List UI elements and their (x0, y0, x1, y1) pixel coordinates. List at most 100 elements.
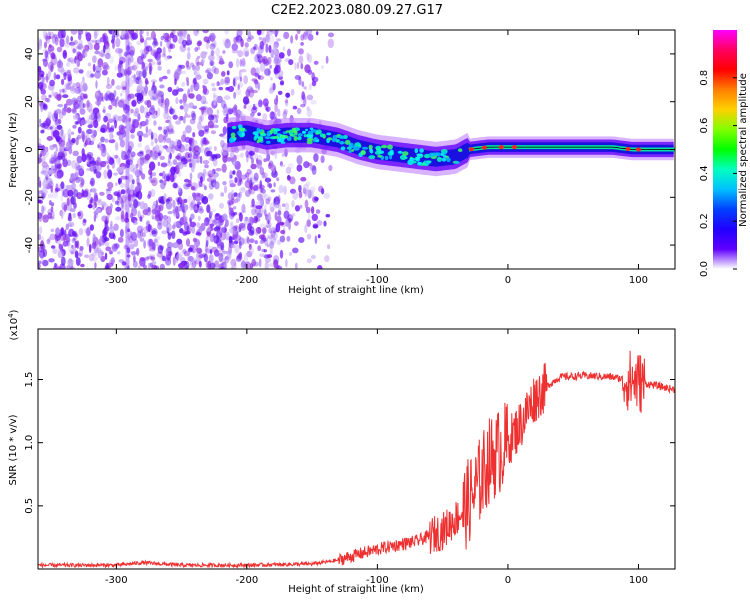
noise-speckle-mark (49, 233, 56, 241)
noise-speckle-mark (150, 135, 154, 141)
noise-speckle-mark (77, 126, 82, 134)
noise-speckle-mark (268, 183, 273, 189)
noise-speckle-mark (144, 77, 149, 85)
noise-speckle-mark (291, 213, 296, 217)
noise-speckle-mark (50, 52, 56, 59)
noise-speckle-mark (188, 102, 195, 109)
noise-speckle-mark (246, 235, 250, 243)
noise-speckle-mark (116, 72, 123, 78)
noise-speckle-mark (243, 218, 250, 226)
noise-speckle-mark (240, 210, 247, 214)
noise-speckle-mark (266, 254, 273, 258)
noise-speckle-mark (78, 168, 85, 177)
noise-speckle-mark (117, 251, 121, 255)
noise-speckle-mark (163, 135, 167, 143)
noise-speckle-mark (185, 60, 190, 68)
noise-speckle-mark (148, 89, 154, 97)
noise-speckle-mark (161, 230, 168, 235)
noise-speckle-mark (250, 204, 257, 208)
noise-speckle-mark (96, 94, 103, 103)
noise-band (125, 30, 130, 269)
noise-speckle-mark (323, 192, 331, 199)
noise-speckle-mark (150, 79, 157, 83)
noise-speckle-mark (189, 172, 193, 181)
noise-speckle-mark (171, 144, 175, 154)
noise-speckle-mark (236, 33, 239, 42)
noise-speckle-mark (222, 126, 227, 135)
noise-speckle-mark (276, 177, 280, 182)
ridge-blob (297, 133, 303, 137)
ridge-blob (397, 150, 403, 154)
noise-speckle-mark (136, 85, 141, 95)
noise-speckle-mark (206, 107, 214, 116)
noise-speckle-mark (306, 258, 312, 264)
ridge-blob (361, 146, 369, 150)
noise-speckle-mark (110, 203, 113, 210)
noise-speckle-mark (68, 248, 74, 253)
noise-speckle-mark (268, 196, 272, 202)
noise-speckle-mark (198, 129, 205, 137)
noise-speckle-mark (40, 88, 46, 95)
noise-speckle-mark (137, 142, 142, 148)
noise-speckle-mark (70, 188, 77, 193)
noise-speckle-mark (104, 92, 109, 102)
noise-speckle-mark (296, 61, 300, 70)
noise-speckle-mark (153, 37, 158, 46)
noise-speckle-mark (128, 65, 135, 70)
noise-speckle-mark (114, 154, 118, 159)
noise-speckle-mark (39, 212, 43, 217)
noise-speckle-mark (52, 190, 59, 199)
noise-speckle-mark (256, 159, 262, 165)
noise-speckle-mark (224, 39, 231, 49)
noise-speckle-mark (168, 44, 172, 53)
noise-speckle-mark (194, 47, 199, 52)
noise-speckle-mark (150, 140, 154, 147)
noise-speckle-mark (253, 172, 259, 181)
noise-speckle-mark (306, 106, 310, 111)
noise-speckle-mark (202, 171, 210, 177)
noise-speckle-mark (191, 226, 196, 234)
noise-speckle-mark (70, 41, 76, 52)
noise-speckle-mark (130, 134, 135, 139)
noise-speckle-mark (258, 258, 262, 268)
noise-speckle-mark (89, 199, 93, 205)
noise-speckle-mark (162, 32, 166, 38)
noise-speckle-mark (303, 30, 309, 37)
noise-speckle-mark (221, 227, 227, 233)
noise-speckle-mark (44, 41, 47, 49)
noise-speckle-mark (181, 30, 187, 35)
noise-speckle-mark (196, 61, 202, 66)
noise-speckle-mark (65, 237, 71, 243)
noise-speckle-mark (226, 236, 229, 241)
noise-speckle-mark (196, 30, 200, 34)
noise-speckle-mark (266, 244, 270, 248)
noise-speckle-mark (62, 49, 68, 59)
noise-speckle-mark (213, 226, 221, 232)
noise-speckle-mark (84, 44, 90, 53)
noise-speckle-mark (256, 193, 263, 201)
noise-speckle-mark (152, 242, 156, 251)
ridge-blob (377, 154, 383, 158)
ridge-blob (307, 130, 314, 136)
noise-speckle-mark (70, 30, 78, 35)
ridge-blob (342, 135, 348, 139)
noise-speckle-mark (179, 99, 183, 104)
noise-speckle-mark (194, 30, 200, 37)
noise-speckle-mark (47, 50, 51, 55)
noise-speckle-mark (54, 37, 61, 42)
noise-speckle-mark (62, 235, 67, 241)
noise-speckle-mark (222, 181, 227, 186)
noise-speckle-mark (211, 82, 216, 87)
noise-speckle-mark (46, 238, 51, 245)
noise-speckle-mark (287, 48, 291, 57)
noise-speckle-mark (213, 99, 217, 106)
noise-speckle-mark (50, 228, 55, 232)
noise-speckle-mark (274, 30, 278, 38)
noise-speckle-mark (148, 128, 152, 136)
noise-speckle-mark (89, 224, 94, 231)
noise-speckle-mark (123, 244, 129, 250)
noise-speckle-mark (172, 114, 178, 120)
noise-speckle-mark (192, 111, 195, 116)
noise-speckle-mark (168, 120, 172, 130)
noise-speckle-mark (121, 114, 126, 123)
